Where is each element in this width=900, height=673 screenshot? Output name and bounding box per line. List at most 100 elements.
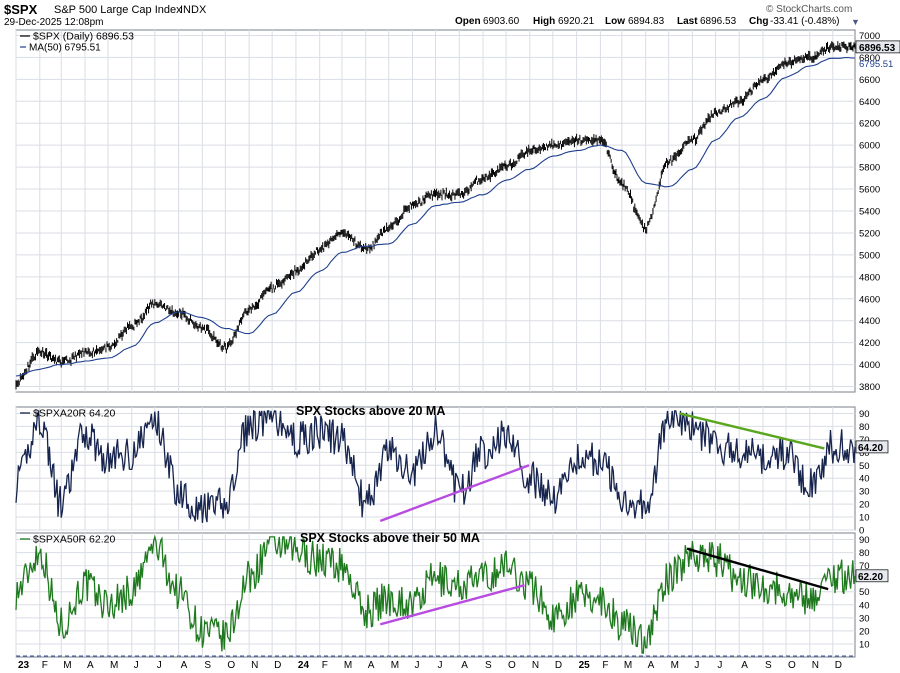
- y-tick-label: 6800: [859, 53, 880, 64]
- breadth50-last-label: 62.20: [858, 572, 883, 583]
- y-tick-label: 5800: [859, 163, 880, 174]
- legend-ma: MA(50) 6795.51: [29, 43, 101, 54]
- x-tick-label: S: [765, 660, 772, 671]
- y-tick-label: 20: [859, 626, 870, 637]
- x-tick-label: O: [788, 660, 796, 671]
- trendline: [379, 464, 530, 523]
- symbol-title: $SPX: [4, 2, 38, 17]
- trendline: [679, 412, 825, 450]
- x-tick-label: O: [227, 660, 235, 671]
- y-tick-label: 70: [859, 435, 870, 446]
- y-tick-label: 40: [859, 474, 870, 485]
- breadth20-last-box: [855, 440, 889, 454]
- breadth50-title: SPX Stocks above their 50 MA: [300, 531, 480, 545]
- y-tick-label: 6600: [859, 75, 880, 86]
- last-value: 6896.53: [700, 16, 737, 27]
- trendline: [686, 547, 829, 591]
- index-name: S&P 500 Large Cap Index: [54, 4, 182, 16]
- y-tick-label: 5400: [859, 207, 880, 218]
- y-tick-label: 7000: [859, 31, 880, 42]
- datetime-label: 29-Dec-2025 12:08pm: [4, 17, 104, 28]
- x-tick-label: N: [251, 660, 258, 671]
- x-tick-label: D: [274, 660, 281, 671]
- x-tick-label: M: [110, 660, 118, 671]
- x-tick-label: 24: [298, 660, 310, 671]
- x-tick-label: S: [485, 660, 492, 671]
- exchange-label: INDX: [180, 4, 207, 16]
- y-tick-label: 90: [859, 535, 870, 546]
- low-value: 6894.83: [628, 16, 665, 27]
- x-tick-label: O: [508, 660, 516, 671]
- breadth50-line: [15, 534, 856, 654]
- x-tick-label: J: [717, 660, 722, 671]
- high-label: High: [533, 16, 555, 27]
- last-ma-label: 6795.51: [859, 59, 893, 70]
- y-tick-label: 50: [859, 587, 870, 598]
- breadth20-title: SPX Stocks above 20 MA: [296, 404, 445, 418]
- y-tick-label: 30: [859, 613, 870, 624]
- breadth20-last-label: 64.20: [858, 443, 883, 454]
- last-price-label: 6896.53: [859, 43, 896, 54]
- x-tick-label: A: [741, 660, 748, 671]
- x-tick-label: M: [671, 660, 679, 671]
- x-tick-label: J: [134, 660, 139, 671]
- chg-label: Chg: [749, 16, 768, 27]
- x-tick-label: M: [391, 660, 399, 671]
- y-tick-label: 4200: [859, 338, 880, 349]
- y-tick-label: 60: [859, 448, 870, 459]
- x-tick-label: J: [157, 660, 162, 671]
- y-tick-label: 6000: [859, 141, 880, 152]
- y-tick-label: 6200: [859, 119, 880, 130]
- x-tick-label: 25: [579, 660, 591, 671]
- y-tick-label: 10: [859, 513, 870, 524]
- chevron-down-icon[interactable]: ▼: [851, 17, 860, 27]
- y-tick-label: 90: [859, 409, 870, 420]
- x-tick-label: N: [532, 660, 539, 671]
- x-tick-label: A: [368, 660, 375, 671]
- y-tick-label: 5200: [859, 228, 880, 239]
- y-tick-label: 4800: [859, 272, 880, 283]
- x-tick-label: F: [322, 660, 328, 671]
- x-tick-label: M: [63, 660, 71, 671]
- legend-spxa20r: $SPXA20R 64.20: [33, 408, 115, 420]
- x-tick-label: S: [204, 660, 211, 671]
- y-tick-label: 30: [859, 487, 870, 498]
- legend-price: $SPX (Daily) 6896.53: [33, 31, 134, 43]
- x-tick-label: A: [461, 660, 468, 671]
- x-tick-label: J: [694, 660, 699, 671]
- y-tick-label: 4000: [859, 360, 880, 371]
- y-tick-label: 50: [859, 461, 870, 472]
- legend-spxa50r: $SPXA50R 62.20: [33, 534, 115, 546]
- x-tick-label: J: [414, 660, 419, 671]
- breadth20-line: [15, 409, 856, 523]
- open-value: 6903.60: [483, 16, 520, 27]
- y-tick-label: 3800: [859, 382, 880, 393]
- y-tick-label: 70: [859, 561, 870, 572]
- low-label: Low: [605, 16, 625, 27]
- x-tick-label: N: [812, 660, 819, 671]
- open-label: Open: [455, 16, 481, 27]
- x-tick-label: M: [624, 660, 632, 671]
- x-tick-label: A: [181, 660, 188, 671]
- y-tick-label: 80: [859, 548, 870, 559]
- x-tick-label: 23: [18, 660, 30, 671]
- x-tick-label: J: [438, 660, 443, 671]
- y-tick-label: 80: [859, 422, 870, 433]
- chg-value: -33.41 (-0.48%): [770, 16, 839, 27]
- last-price-box: [855, 40, 900, 54]
- y-tick-label: 20: [859, 500, 870, 511]
- breadth50-last-box: [855, 569, 889, 583]
- y-tick-label: 4600: [859, 294, 880, 305]
- x-tick-label: D: [835, 660, 842, 671]
- brand-label: © StockCharts.com: [766, 4, 852, 15]
- price-bars: [15, 41, 856, 390]
- x-tick-label: A: [87, 660, 94, 671]
- y-tick-label: 10: [859, 639, 870, 650]
- x-tick-label: F: [42, 660, 48, 671]
- y-tick-label: 6400: [859, 97, 880, 108]
- x-tick-label: M: [344, 660, 352, 671]
- y-tick-label: 0: [859, 526, 864, 537]
- y-tick-label: 5000: [859, 250, 880, 261]
